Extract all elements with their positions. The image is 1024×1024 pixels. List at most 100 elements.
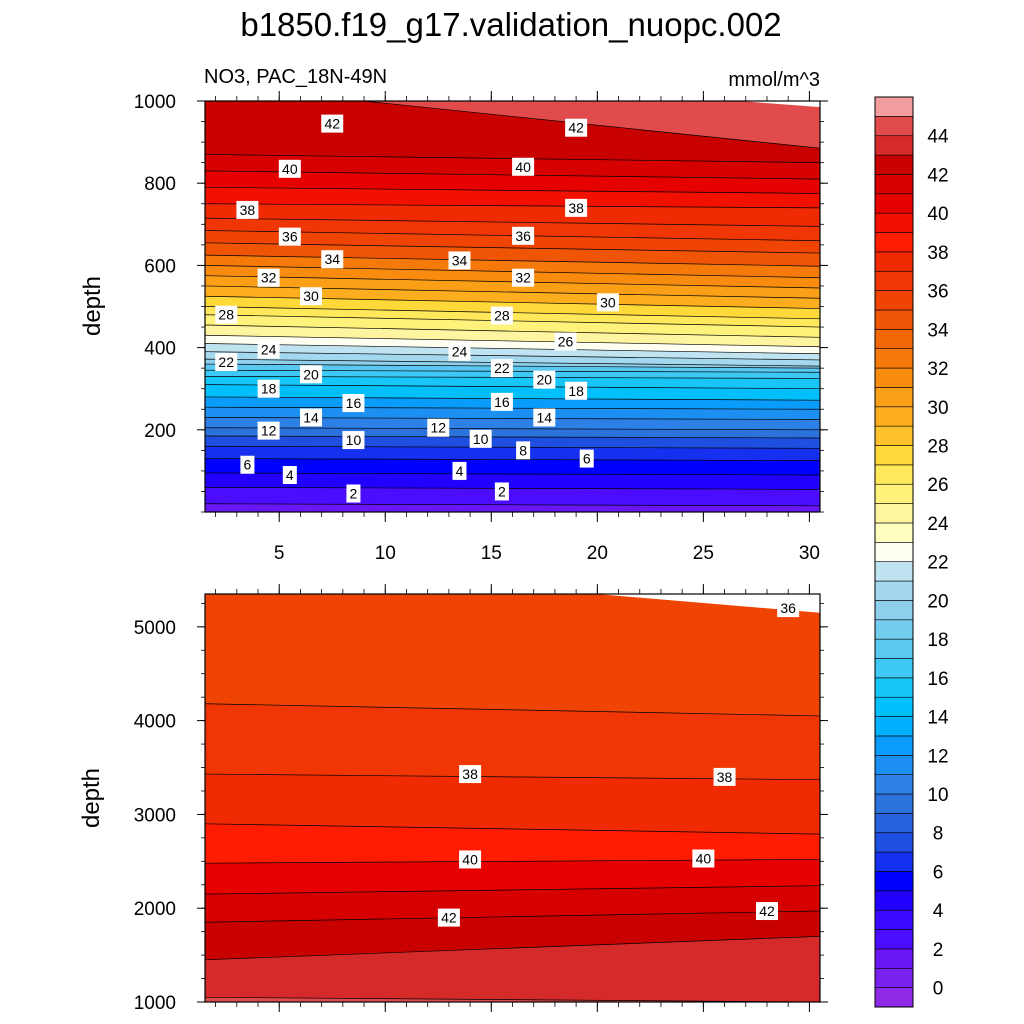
contour-label-box bbox=[512, 226, 535, 245]
colorbar-bin bbox=[874, 967, 914, 988]
contour-label-text: 38 bbox=[717, 769, 733, 785]
contour-label-text: 22 bbox=[494, 360, 510, 376]
contour-label-text: 14 bbox=[303, 409, 319, 425]
contour-band bbox=[205, 255, 820, 278]
contour-label: 42 bbox=[437, 908, 460, 927]
contour-label: 10 bbox=[342, 431, 365, 450]
contour-line bbox=[205, 472, 820, 476]
contour-label-text: 36 bbox=[780, 600, 796, 616]
contour-label-box bbox=[300, 365, 323, 384]
colorbar-label: 18 bbox=[927, 630, 948, 651]
colorbar-bin bbox=[874, 561, 914, 582]
contour-label: 28 bbox=[215, 305, 238, 324]
contour-line bbox=[205, 351, 820, 361]
contour-band bbox=[205, 936, 820, 1002]
colorbar-label: 6 bbox=[933, 862, 944, 883]
contour-line bbox=[205, 885, 820, 895]
contour-label-text: 22 bbox=[218, 354, 234, 370]
contour-label: 22 bbox=[490, 359, 513, 378]
contour-label: 32 bbox=[257, 268, 280, 287]
contour-label-box bbox=[533, 370, 556, 389]
colorbar: 0246810121416182022242628303234363840424… bbox=[874, 96, 949, 1008]
contour-line bbox=[205, 823, 820, 835]
contour-label-box bbox=[565, 198, 588, 217]
colorbar-bin bbox=[874, 193, 914, 214]
contour-label: 32 bbox=[512, 268, 535, 287]
lower-y-axis-title: depth bbox=[78, 768, 105, 828]
contour-label-box bbox=[257, 340, 280, 359]
colorbar-label: 38 bbox=[927, 243, 948, 264]
y-tick-label: 4000 bbox=[134, 712, 176, 733]
contour-band bbox=[205, 170, 820, 194]
contour-label-box bbox=[777, 599, 800, 618]
figure-title: b1850.f19_g17.validation_nuopc.002 bbox=[240, 6, 781, 43]
colorbar-bin bbox=[874, 116, 914, 137]
contour-label: 42 bbox=[565, 118, 588, 137]
contour-label-text: 12 bbox=[430, 420, 446, 436]
contour-label-box bbox=[257, 379, 280, 398]
contour-label-box bbox=[494, 482, 509, 501]
contour-band bbox=[205, 285, 820, 309]
contour-label-box bbox=[278, 159, 301, 178]
contour-label-box bbox=[452, 461, 467, 480]
contour-label-box bbox=[565, 118, 588, 137]
contour-label: 40 bbox=[459, 850, 482, 869]
colorbar-bin bbox=[874, 290, 914, 311]
contour-label-box bbox=[278, 227, 301, 246]
contour-label: 2 bbox=[494, 482, 509, 501]
contour-label-box bbox=[321, 250, 344, 269]
colorbar-bin bbox=[874, 445, 914, 466]
colorbar-bin bbox=[874, 813, 914, 834]
contour-line bbox=[205, 445, 820, 449]
contour-band bbox=[205, 417, 820, 430]
colorbar-bin bbox=[874, 174, 914, 195]
contour-line bbox=[205, 384, 820, 390]
contour-label-text: 40 bbox=[282, 161, 298, 177]
contour-label-text: 34 bbox=[324, 251, 340, 267]
contour-label-text: 28 bbox=[494, 308, 510, 324]
contour-label-box bbox=[300, 287, 323, 306]
contour-label-box bbox=[692, 849, 715, 868]
colorbar-bin bbox=[874, 503, 914, 524]
contour-band bbox=[205, 703, 820, 780]
colorbar-label: 0 bbox=[933, 979, 944, 1000]
contour-label-text: 10 bbox=[473, 431, 489, 447]
upper-y-axis-title: depth bbox=[79, 276, 106, 336]
contour-label-text: 30 bbox=[303, 288, 319, 304]
colorbar-bin bbox=[874, 987, 914, 1008]
contour-label: 12 bbox=[427, 418, 450, 437]
contour-label-text: 26 bbox=[558, 333, 574, 349]
y-tick-label: 400 bbox=[144, 339, 176, 360]
contour-label-text: 10 bbox=[346, 432, 362, 448]
contour-line bbox=[205, 242, 820, 254]
contour-label-box bbox=[448, 251, 471, 270]
contour-label-box bbox=[282, 466, 297, 485]
colorbar-bin bbox=[874, 696, 914, 717]
lower-panel-1000-5000m: 1000 2000 3000 4000 5000 42 42 40 40 38 38 36 bbox=[134, 584, 828, 1014]
colorbar-bin bbox=[874, 909, 914, 930]
contour-band bbox=[205, 242, 820, 267]
colorbar-bin bbox=[874, 774, 914, 795]
contour-line bbox=[205, 186, 820, 194]
contour-label-text: 36 bbox=[515, 228, 531, 244]
x-tick-label: 20 bbox=[587, 543, 608, 564]
contour-label: 36 bbox=[512, 226, 535, 245]
contour-label: 40 bbox=[512, 157, 535, 176]
x-tick-label: 5 bbox=[274, 543, 285, 564]
contour-label: 42 bbox=[755, 902, 778, 921]
colorbar-bin bbox=[874, 348, 914, 369]
contour-label-text: 42 bbox=[324, 116, 340, 132]
contour-label-text: 18 bbox=[261, 381, 277, 397]
variable-region-label: NO3, PAC_18N-49N bbox=[204, 66, 387, 88]
contour-label: 40 bbox=[692, 849, 715, 868]
y-tick-label: 800 bbox=[144, 174, 176, 195]
contour-label-box bbox=[565, 381, 588, 400]
contour-label: 30 bbox=[300, 287, 323, 306]
contour-label-text: 8 bbox=[519, 442, 527, 458]
contour-label-box bbox=[512, 157, 535, 176]
contour-label-box bbox=[554, 332, 577, 351]
contour-label: 16 bbox=[490, 392, 513, 411]
colorbar-bin bbox=[874, 251, 914, 272]
